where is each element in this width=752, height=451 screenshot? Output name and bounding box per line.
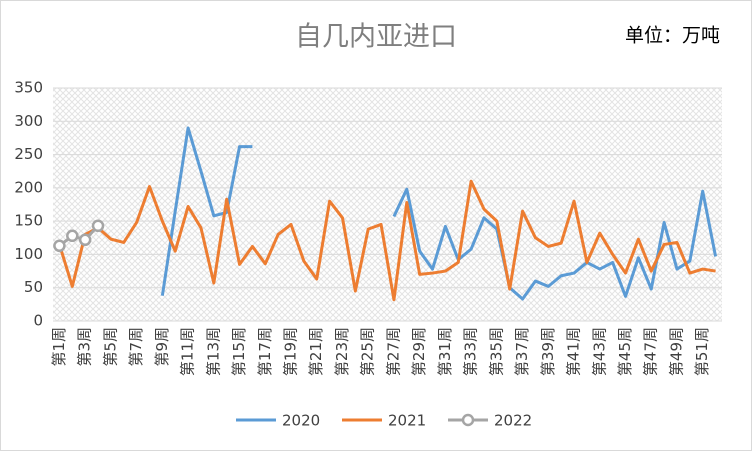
y-tick-label: 250 xyxy=(14,145,43,163)
x-tick-label: 第1周 xyxy=(50,327,68,367)
x-tick-label: 第29周 xyxy=(410,327,428,376)
x-tick-label: 第33周 xyxy=(462,327,480,376)
y-tick-label: 150 xyxy=(14,212,43,230)
chart-title: 自几内亚进口 xyxy=(295,22,457,53)
x-tick-label: 第31周 xyxy=(436,327,454,376)
y-tick-label: 100 xyxy=(14,245,43,263)
x-tick-label: 第43周 xyxy=(590,327,608,376)
x-tick-label: 第5周 xyxy=(101,327,119,367)
x-tick-label: 第47周 xyxy=(642,327,660,376)
series-marker xyxy=(66,229,79,243)
x-tick-label: 第39周 xyxy=(539,327,557,376)
y-tick-label: 50 xyxy=(24,278,43,296)
x-tick-label: 第25周 xyxy=(359,327,377,376)
x-tick-label: 第15周 xyxy=(230,327,248,376)
x-tick-label: 第19周 xyxy=(282,327,300,376)
legend-label: 2021 xyxy=(388,412,426,430)
series-line xyxy=(392,187,718,301)
x-tick-label: 第27周 xyxy=(384,327,402,376)
legend-marker xyxy=(461,413,475,427)
annotation: 单位：万吨 xyxy=(625,25,720,47)
series-line xyxy=(160,126,253,296)
x-tick-label: 第21周 xyxy=(307,327,325,376)
y-tick-label: 0 xyxy=(33,312,43,330)
x-tick-label: 第17周 xyxy=(256,327,274,376)
x-tick-label: 第7周 xyxy=(127,327,145,367)
x-tick-label: 第9周 xyxy=(153,327,171,367)
x-tick-label: 第37周 xyxy=(513,327,531,376)
y-tick-label: 200 xyxy=(14,178,43,196)
series-marker xyxy=(53,239,66,253)
legend-label: 2020 xyxy=(282,412,320,430)
x-tick-label: 第45周 xyxy=(616,327,634,376)
series-marker xyxy=(91,219,105,233)
x-tick-label: 第35周 xyxy=(487,327,505,376)
series-line xyxy=(58,224,100,247)
y-tick-label: 300 xyxy=(14,112,43,130)
x-tick-label: 第13周 xyxy=(204,327,222,376)
series-line xyxy=(57,179,716,302)
y-tick-label: 350 xyxy=(14,79,43,97)
x-tick-label: 第11周 xyxy=(179,327,197,376)
x-tick-label: 第23周 xyxy=(333,327,351,376)
x-tick-label: 第51周 xyxy=(693,327,711,376)
legend-label: 2022 xyxy=(494,412,532,430)
series-marker xyxy=(78,233,92,247)
x-tick-label: 第3周 xyxy=(76,327,94,367)
x-tick-label: 第49周 xyxy=(667,327,685,376)
x-tick-label: 第41周 xyxy=(565,327,583,376)
